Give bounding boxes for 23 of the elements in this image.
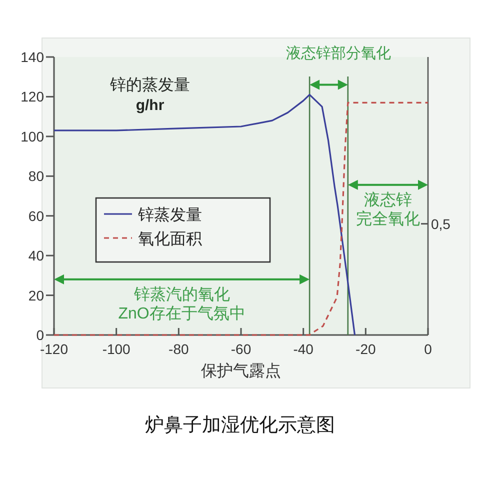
- y-tick-label: 20: [28, 287, 44, 304]
- annotation: 0,5: [431, 216, 451, 232]
- y-tick-label: 80: [28, 168, 44, 184]
- legend-label: 锌蒸发量: [137, 206, 202, 224]
- band-label: 液态锌完全氧化: [356, 190, 420, 228]
- band-label: 锌蒸汽的氧化ZnO存在于气氛中: [118, 285, 246, 322]
- x-tick-label: -80: [168, 341, 189, 357]
- x-tick-label: -20: [356, 341, 376, 357]
- x-tick-label: -120: [40, 341, 68, 357]
- y-tick-label: 120: [20, 88, 44, 105]
- y-tick-label: 100: [20, 128, 44, 144]
- y-tick-label: 40: [28, 248, 44, 264]
- text: 炉鼻子加湿优化示意图: [145, 415, 335, 436]
- x-axis-title: 保护气露点: [201, 362, 281, 380]
- y-tick-label: 60: [28, 208, 44, 224]
- legend-label: 氧化面积: [138, 231, 202, 248]
- x-tick-label: 0: [424, 341, 432, 357]
- y-axis-title: 锌的蒸发量 g/hr: [109, 76, 190, 114]
- y-tick-label: 140: [20, 49, 44, 65]
- y-tick-label: 0: [36, 327, 44, 343]
- x-tick-label: -40: [293, 341, 314, 357]
- x-tick-label: -60: [230, 341, 252, 357]
- x-tick-label: -100: [102, 341, 131, 357]
